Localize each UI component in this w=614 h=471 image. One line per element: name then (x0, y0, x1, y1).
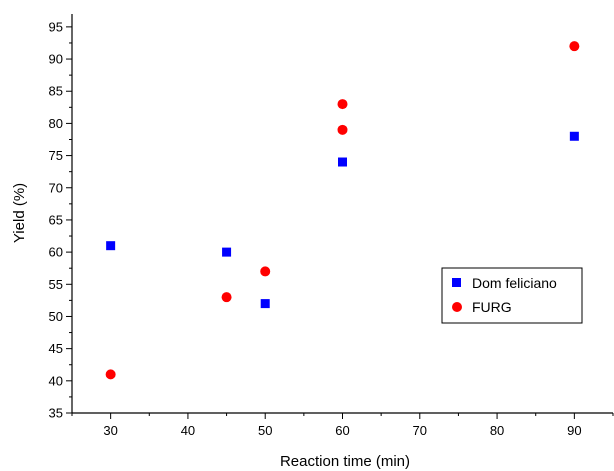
x-tick-label: 70 (413, 423, 427, 438)
legend-label-dom-feliciano: Dom feliciano (472, 275, 557, 291)
legend-marker-dom-feliciano (452, 278, 461, 287)
x-tick-label: 90 (567, 423, 581, 438)
data-point-square (338, 157, 347, 167)
data-point-circle (260, 266, 271, 277)
data-point-circle (105, 369, 116, 380)
y-tick-label: 45 (49, 341, 63, 356)
y-tick-label: 90 (49, 52, 63, 67)
y-axis-title: Yield (%) (11, 183, 28, 243)
legend: Dom feliciano FURG (441, 267, 583, 324)
x-tick-label: 40 (181, 423, 195, 438)
legend-label-furg: FURG (472, 299, 512, 315)
data-point-circle (221, 292, 232, 303)
x-tick-label: 30 (103, 423, 117, 438)
legend-marker-furg (452, 302, 462, 312)
axis-ticks: 30 40 50 60 70 80 90 35 40 45 50 55 60 65 70 75 80 85 90 95 (49, 19, 614, 438)
y-tick-label: 85 (49, 84, 63, 99)
data-points (105, 41, 580, 380)
y-tick-label: 70 (49, 180, 63, 195)
data-point-circle (337, 99, 348, 110)
x-axis-title: Reaction time (min) (280, 453, 410, 470)
y-tick-label: 50 (49, 309, 63, 324)
y-tick-label: 95 (49, 19, 63, 34)
legend-box (441, 267, 583, 324)
y-tick-label: 60 (49, 245, 63, 260)
data-point-square (106, 241, 116, 251)
data-point-circle (337, 124, 348, 135)
y-tick-label: 65 (49, 212, 63, 227)
axes (71, 14, 613, 414)
y-tick-label: 55 (49, 277, 63, 292)
data-point-square (260, 299, 270, 309)
y-tick-label: 35 (49, 406, 63, 421)
y-tick-label: 75 (49, 148, 63, 163)
data-point-circle (569, 41, 580, 52)
y-tick-label: 40 (49, 373, 63, 388)
y-tick-label: 80 (49, 116, 63, 131)
data-point-square (569, 131, 579, 141)
data-point-square (222, 247, 232, 257)
x-tick-label: 50 (258, 423, 272, 438)
x-tick-label: 60 (335, 423, 349, 438)
x-tick-label: 80 (490, 423, 504, 438)
